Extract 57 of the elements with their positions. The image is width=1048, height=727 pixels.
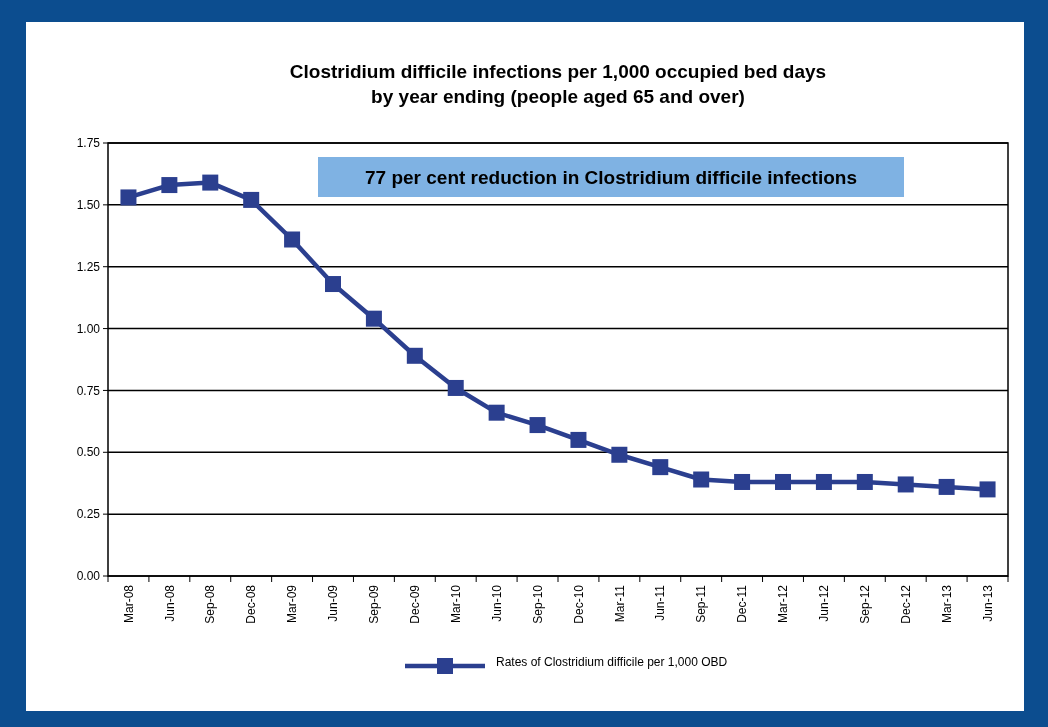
point	[243, 191, 260, 208]
callout-box: 77 per cent reduction in Clostridium difficile infections	[318, 157, 904, 197]
x-tick-label: Jun-10	[489, 584, 504, 622]
point	[120, 189, 137, 206]
point	[529, 417, 546, 434]
chart-title: Clostridium difficile infections per 1,000 occupied bed days	[289, 61, 827, 82]
point	[284, 231, 301, 248]
x-tick-label: Dec-09	[408, 584, 423, 624]
point	[325, 276, 341, 293]
x-tick-label: Jun-08	[162, 584, 177, 622]
point	[365, 310, 382, 327]
x-tick-label: Mar-11	[612, 584, 627, 623]
x-tick-label: Sep-08	[203, 584, 218, 624]
x-tick-label: Mar-08	[121, 584, 136, 624]
point	[611, 446, 628, 463]
point	[488, 404, 505, 421]
x-tick-label: Jun-11	[653, 584, 668, 621]
text: Rates of Clostridium difficile per 1,000 OBD	[496, 655, 728, 670]
point	[161, 177, 178, 194]
annotation: 77 per cent reduction in Clostridium difficile infections	[365, 166, 857, 188]
x-tick-label: Dec-10	[571, 584, 586, 624]
point	[775, 473, 791, 490]
point	[856, 473, 873, 490]
y-tick-label: 0.25	[76, 507, 101, 522]
y-tick-label: 1.00	[76, 321, 101, 336]
y-tick-label: 0.00	[76, 569, 101, 584]
point	[202, 174, 219, 191]
point	[938, 478, 955, 495]
y-tick-label: 1.25	[76, 259, 101, 274]
x-tick-label: Mar-13	[939, 584, 954, 624]
point	[406, 347, 423, 364]
y-tick-label: 0.50	[76, 445, 101, 460]
point	[815, 473, 832, 490]
point	[652, 459, 669, 476]
x-tick-label: Sep-10	[530, 584, 545, 624]
point	[447, 379, 464, 396]
y-tick-label: 1.75	[76, 136, 101, 151]
point	[979, 481, 996, 498]
point	[734, 473, 751, 490]
point	[570, 431, 587, 448]
x-tick-label: Sep-12	[858, 584, 873, 624]
point	[897, 476, 914, 493]
x-tick-label: Jun-13	[980, 584, 995, 622]
x-tick-label: Jun-09	[326, 584, 341, 622]
x-tick-label: Dec-08	[244, 584, 259, 624]
x-tick-label: Mar-10	[448, 584, 463, 624]
x-tick-label: Mar-12	[776, 584, 791, 624]
y-tick-label: 1.50	[76, 198, 101, 213]
point	[693, 471, 710, 488]
x-tick-label: Sep-09	[367, 584, 382, 624]
x-tick-label: Mar-09	[285, 584, 300, 624]
x-tick-label: Sep-11	[694, 584, 709, 623]
x-tick-label: Jun-12	[817, 584, 832, 622]
x-tick-label: Dec-11	[735, 584, 750, 623]
y-tick-label: 0.75	[76, 383, 101, 398]
x-tick-label: Dec-12	[898, 584, 913, 624]
chart-subtitle: by year ending (people aged 65 and over)	[371, 86, 745, 107]
